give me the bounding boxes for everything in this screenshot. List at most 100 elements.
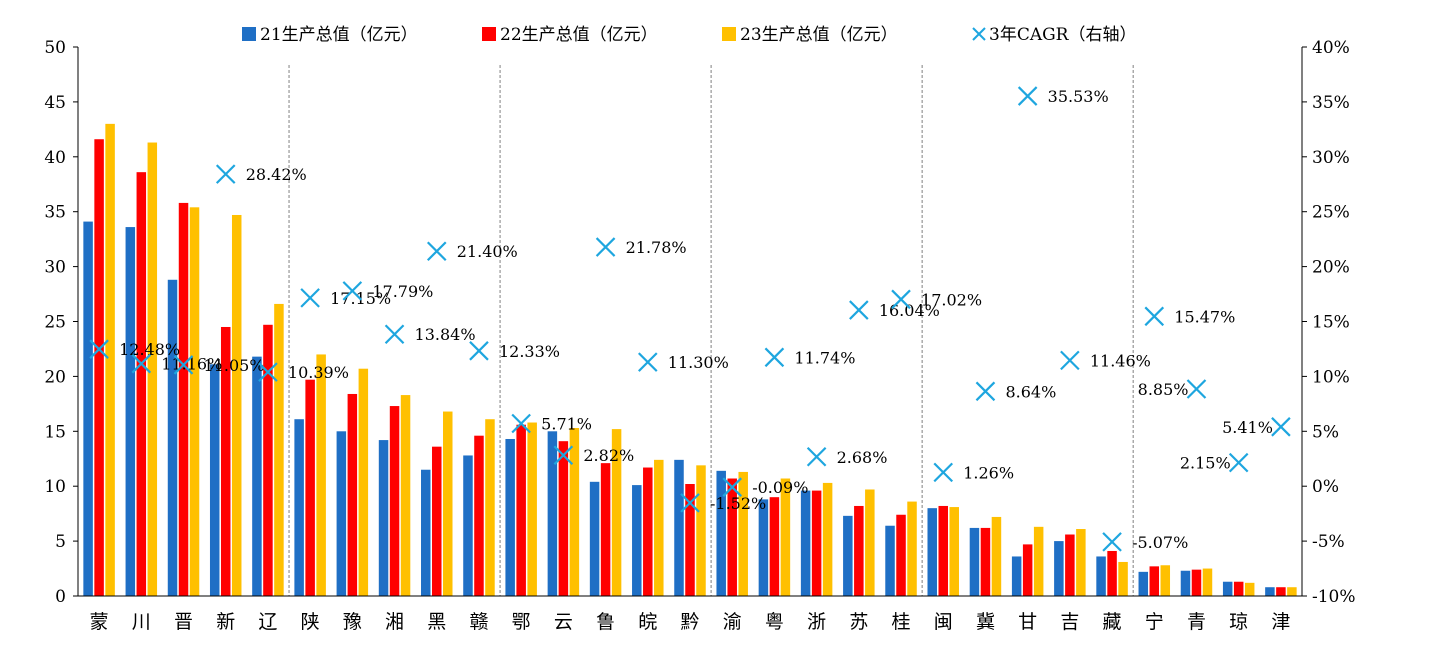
cagr-marker-stroke xyxy=(426,241,447,262)
cagr-data-label: 12.48% xyxy=(119,340,180,359)
group-separators xyxy=(288,65,1134,596)
cagr-marker-stroke xyxy=(553,445,574,466)
bar xyxy=(949,507,959,596)
cagr-data-label: 11.05% xyxy=(204,356,265,375)
x-tick-label: 辽 xyxy=(258,611,277,633)
legend-swatch xyxy=(482,27,496,41)
bar xyxy=(231,214,242,597)
cagr-marker xyxy=(1017,86,1038,106)
cagr-marker-stroke xyxy=(595,237,616,257)
cagr-marker xyxy=(131,353,152,374)
cagr-marker xyxy=(933,462,954,483)
x-tick-label: 藏 xyxy=(1103,611,1122,633)
x-tick-label: 黔 xyxy=(680,611,699,633)
y-tick-label: 20 xyxy=(44,367,66,387)
cagr-marker-stroke xyxy=(1017,86,1038,106)
y2-tick-label: 25% xyxy=(1312,203,1350,223)
cagr-data-label: 8.85% xyxy=(1138,380,1189,399)
bar xyxy=(209,364,220,596)
bar xyxy=(316,354,326,596)
bar xyxy=(1054,541,1064,596)
bar xyxy=(769,497,780,596)
cagr-marker xyxy=(638,352,658,372)
cagr-marker-stroke xyxy=(258,362,278,382)
y2-tick-label: -5% xyxy=(1312,532,1345,552)
cagr-marker-stroke xyxy=(933,462,954,483)
bar xyxy=(178,202,189,597)
y2-tick-label: 40% xyxy=(1312,38,1350,58)
bar xyxy=(358,368,369,596)
bar xyxy=(558,441,569,596)
cagr-marker-stroke xyxy=(1060,350,1080,371)
cagr-data-label: 12.33% xyxy=(499,342,560,361)
x-tick-label: 湘 xyxy=(385,611,404,633)
bar xyxy=(896,514,906,596)
x-tick-label: 宁 xyxy=(1145,611,1164,633)
y2-tick-label: 20% xyxy=(1312,258,1350,278)
x-tick-label: 青 xyxy=(1187,611,1206,633)
cagr-marker xyxy=(764,347,785,368)
cagr-marker xyxy=(384,324,405,345)
cagr-marker xyxy=(300,288,320,308)
y-tick-label: 10 xyxy=(44,477,66,497)
bar xyxy=(432,446,442,596)
bar xyxy=(800,490,811,596)
cagr-marker xyxy=(258,362,278,382)
cagr-data-label: 11.30% xyxy=(668,353,729,372)
bar xyxy=(147,142,158,596)
x-tick-label: 吉 xyxy=(1060,611,1079,633)
bar xyxy=(811,490,822,596)
x-tick-label: 云 xyxy=(554,611,573,633)
bar xyxy=(136,172,147,597)
bar xyxy=(727,478,737,596)
legend-label: 21生产总值（亿元） xyxy=(260,25,418,45)
cagr-marker-stroke xyxy=(173,355,194,375)
x-tick-label: 新 xyxy=(216,611,235,633)
cagr-marker-stroke xyxy=(131,353,152,374)
bar xyxy=(443,411,453,596)
bar xyxy=(474,435,484,596)
bar xyxy=(294,419,304,596)
bar xyxy=(589,481,600,596)
cagr-marker xyxy=(215,164,236,184)
cagr-marker-stroke xyxy=(891,289,911,310)
bar xyxy=(1191,569,1202,596)
cagr-marker-stroke xyxy=(300,288,320,308)
cagr-data-label: 21.40% xyxy=(457,242,518,261)
cagr-marker xyxy=(173,355,194,375)
bar xyxy=(167,279,178,596)
cagr-series: 12.48%11.16%11.05%28.42%10.39%17.15%17.7… xyxy=(89,86,1291,552)
x-tick-label: 川 xyxy=(132,611,151,633)
bar xyxy=(843,515,853,596)
bar xyxy=(1265,587,1275,596)
cagr-marker xyxy=(680,493,700,513)
cagr-data-label: 2.68% xyxy=(837,448,888,467)
bar xyxy=(505,438,515,596)
bar xyxy=(220,326,231,596)
bar xyxy=(1076,529,1086,596)
x-tick-label: 豫 xyxy=(343,611,362,633)
y-tick-label: 30 xyxy=(44,258,66,278)
bar xyxy=(716,470,726,596)
y-tick-label: 40 xyxy=(44,148,66,168)
x-tick-label: 渝 xyxy=(723,611,742,633)
cagr-data-label: 35.53% xyxy=(1048,87,1109,106)
y2-tick-label: 10% xyxy=(1312,367,1350,387)
bar xyxy=(527,422,537,596)
cagr-marker-stroke xyxy=(1271,417,1291,437)
x-tick-label: 陕 xyxy=(301,611,320,633)
x-tick-label: 冀 xyxy=(976,611,995,633)
x-tick-label: 苏 xyxy=(849,611,868,633)
x-tick-label: 浙 xyxy=(807,611,826,633)
bar xyxy=(1096,556,1106,596)
cagr-marker xyxy=(1271,417,1291,437)
cagr-data-label: 5.71% xyxy=(541,415,592,434)
cagr-marker-stroke xyxy=(680,493,700,513)
cagr-marker-stroke xyxy=(511,413,531,434)
bar xyxy=(94,139,104,597)
bar xyxy=(485,419,495,596)
cagr-data-label: 5.41% xyxy=(1222,418,1273,437)
y-tick-label: 15 xyxy=(44,422,66,442)
cagr-marker-stroke xyxy=(215,164,236,184)
bar xyxy=(378,440,389,596)
